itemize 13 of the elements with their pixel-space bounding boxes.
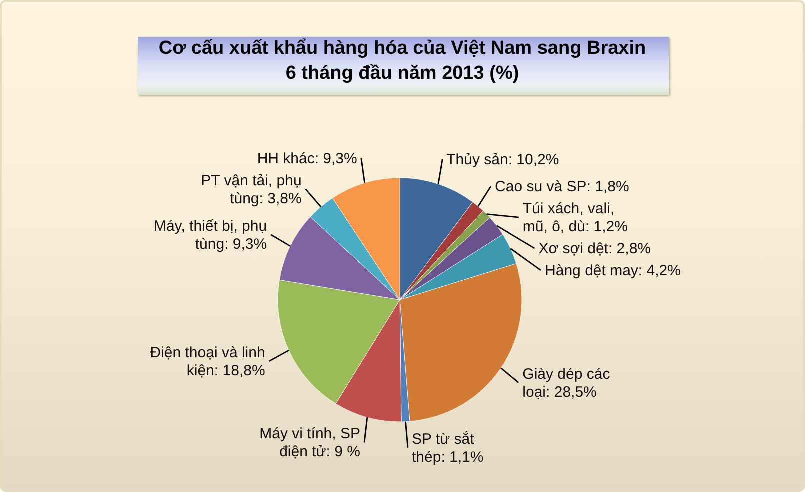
slice-label: Máy vi tính, SP điện tử: 9 %: [260, 426, 360, 461]
slice-label: Xơ sợi dệt: 2,8%: [538, 240, 652, 258]
slice-label: Cao su và SP: 1,8%: [495, 178, 630, 196]
slice-label: Thủy sản: 10,2%: [446, 152, 560, 169]
slice-label: SP từ sắt thép: 1,1%: [412, 430, 484, 466]
slice-label: Máy, thiết bị, phụ tùng: 9,3%: [154, 218, 268, 253]
slice-label: Hàng dệt may: 4,2%: [545, 262, 681, 280]
slice-label: Điện thoại và linh kiện: 18,8%: [150, 344, 266, 380]
slice-label: HH khác: 9,3%: [257, 150, 358, 168]
slice-label: PT vận tải, phụ tùng: 3,8%: [201, 172, 302, 208]
slice-label: Giày dép các loại: 28,5%: [522, 366, 611, 401]
slice-label: Túi xách, vali, mũ, ô, dù: 1,2%: [522, 200, 628, 236]
chart-title: Cơ cấu xuất khẩu hàng hóa của Việt Nam sang Braxin 6 tháng đầu năm 2013 (%): [158, 38, 646, 84]
